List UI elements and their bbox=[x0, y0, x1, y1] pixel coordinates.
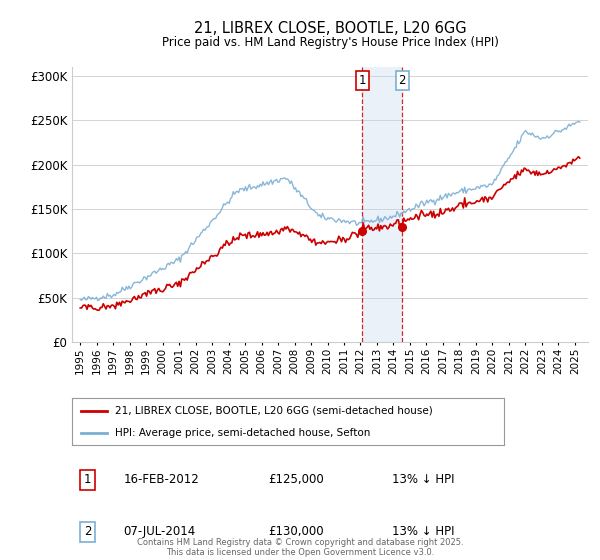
Text: £125,000: £125,000 bbox=[268, 473, 324, 486]
Text: £130,000: £130,000 bbox=[268, 525, 324, 538]
Text: 13% ↓ HPI: 13% ↓ HPI bbox=[392, 525, 454, 538]
Text: 2: 2 bbox=[398, 74, 406, 87]
Text: 1: 1 bbox=[359, 74, 366, 87]
Text: HPI: Average price, semi-detached house, Sefton: HPI: Average price, semi-detached house,… bbox=[115, 428, 371, 438]
Text: 07-JUL-2014: 07-JUL-2014 bbox=[124, 525, 196, 538]
Text: 2: 2 bbox=[84, 525, 91, 538]
Text: 16-FEB-2012: 16-FEB-2012 bbox=[124, 473, 199, 486]
Text: Price paid vs. HM Land Registry's House Price Index (HPI): Price paid vs. HM Land Registry's House … bbox=[161, 36, 499, 49]
Text: 13% ↓ HPI: 13% ↓ HPI bbox=[392, 473, 454, 486]
Text: 21, LIBREX CLOSE, BOOTLE, L20 6GG (semi-detached house): 21, LIBREX CLOSE, BOOTLE, L20 6GG (semi-… bbox=[115, 406, 433, 416]
Text: 21, LIBREX CLOSE, BOOTLE, L20 6GG: 21, LIBREX CLOSE, BOOTLE, L20 6GG bbox=[194, 21, 466, 36]
Text: 1: 1 bbox=[84, 473, 91, 486]
Text: Contains HM Land Registry data © Crown copyright and database right 2025.
This d: Contains HM Land Registry data © Crown c… bbox=[137, 538, 463, 557]
Bar bbox=[362, 67, 402, 342]
